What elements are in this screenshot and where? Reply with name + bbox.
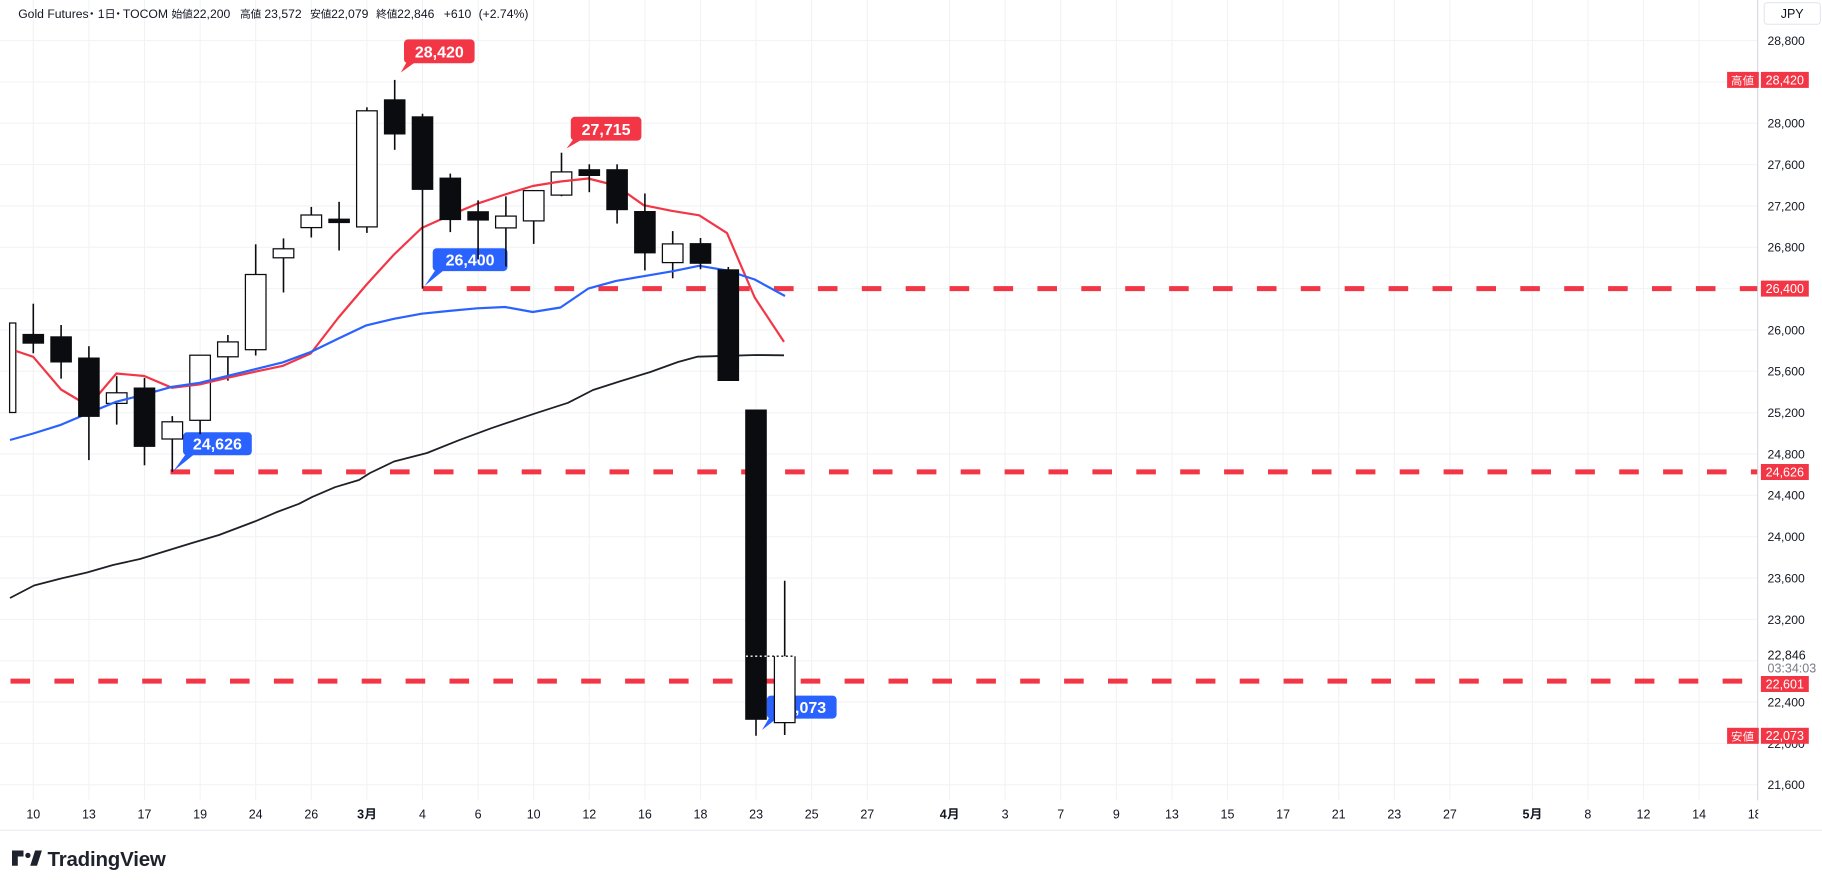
svg-text:4: 4	[419, 807, 426, 821]
svg-text:23,200: 23,200	[1768, 613, 1805, 627]
svg-text:TOCOM: TOCOM	[123, 7, 168, 21]
svg-text:21,600: 21,600	[1768, 778, 1805, 792]
svg-text:23,572: 23,572	[264, 7, 301, 21]
svg-text:26,000: 26,000	[1768, 323, 1805, 337]
svg-text:13: 13	[82, 807, 96, 821]
svg-text:22,400: 22,400	[1768, 695, 1805, 709]
svg-text:Gold Futures: Gold Futures	[18, 7, 88, 21]
svg-text:3: 3	[1002, 807, 1009, 821]
svg-text:10: 10	[26, 807, 40, 821]
svg-text:5: 5	[1523, 807, 1530, 821]
svg-text:26,400: 26,400	[446, 252, 495, 269]
svg-text:22,601: 22,601	[1766, 677, 1804, 691]
svg-text:24,626: 24,626	[193, 437, 242, 454]
svg-text:26: 26	[304, 807, 318, 821]
svg-text:9: 9	[1113, 807, 1120, 821]
svg-text:15: 15	[1221, 807, 1235, 821]
svg-text:1: 1	[98, 7, 105, 21]
svg-text:17: 17	[138, 807, 152, 821]
svg-text:17: 17	[1276, 807, 1290, 821]
svg-text:24,800: 24,800	[1768, 447, 1805, 461]
svg-text:28,420: 28,420	[415, 44, 464, 61]
svg-text:25,200: 25,200	[1768, 406, 1805, 420]
svg-text:+610: +610	[444, 7, 472, 21]
svg-text:28,800: 28,800	[1768, 34, 1805, 48]
svg-text:25,600: 25,600	[1768, 365, 1805, 379]
svg-text:27: 27	[860, 807, 874, 821]
svg-text:26,400: 26,400	[1766, 282, 1804, 296]
svg-text:JPY: JPY	[1781, 7, 1805, 21]
svg-text:22,200: 22,200	[193, 7, 230, 21]
svg-text:27,200: 27,200	[1768, 199, 1805, 213]
svg-text:26,800: 26,800	[1768, 241, 1805, 255]
svg-text:13: 13	[1165, 807, 1179, 821]
svg-text:28,420: 28,420	[1766, 73, 1804, 87]
svg-text:6: 6	[475, 807, 482, 821]
svg-text:22,846: 22,846	[397, 7, 434, 21]
svg-text:10: 10	[527, 807, 541, 821]
svg-text:7: 7	[1057, 807, 1064, 821]
svg-text:03:34:03: 03:34:03	[1768, 661, 1817, 675]
svg-text:16: 16	[638, 807, 652, 821]
svg-text:27: 27	[1443, 807, 1457, 821]
svg-text:25: 25	[805, 807, 819, 821]
svg-text:24: 24	[249, 807, 263, 821]
svg-text:24,400: 24,400	[1768, 489, 1805, 503]
svg-text:23: 23	[1387, 807, 1401, 821]
svg-text:24,626: 24,626	[1766, 465, 1804, 479]
svg-text:12: 12	[582, 807, 596, 821]
svg-text:19: 19	[193, 807, 207, 821]
svg-text:22,079: 22,079	[331, 7, 368, 21]
svg-text:12: 12	[1637, 807, 1651, 821]
svg-text:14: 14	[1692, 807, 1706, 821]
svg-text:27,600: 27,600	[1768, 158, 1805, 172]
svg-text:18: 18	[694, 807, 708, 821]
svg-text:18: 18	[1748, 807, 1762, 821]
svg-text:22,073: 22,073	[1766, 729, 1804, 743]
svg-text:8: 8	[1584, 807, 1591, 821]
svg-text:22,846: 22,846	[1768, 648, 1806, 662]
svg-text:3: 3	[357, 807, 364, 821]
svg-text:TradingView: TradingView	[48, 848, 166, 871]
svg-text:(+2.74%): (+2.74%)	[479, 7, 529, 21]
svg-text:23,600: 23,600	[1768, 571, 1805, 585]
svg-text:24,000: 24,000	[1768, 530, 1805, 544]
svg-text:27,715: 27,715	[582, 122, 631, 139]
svg-text:23: 23	[749, 807, 763, 821]
svg-text:28,000: 28,000	[1768, 117, 1805, 131]
svg-text:21: 21	[1332, 807, 1346, 821]
svg-text:4: 4	[940, 807, 947, 821]
